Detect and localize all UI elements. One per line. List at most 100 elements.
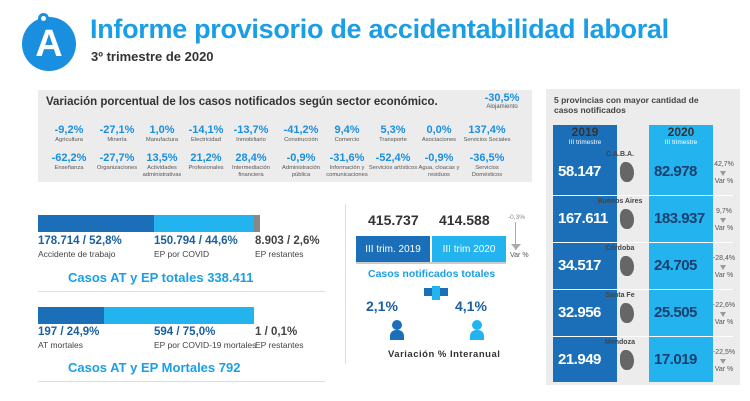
arrow-down-icon: [511, 244, 521, 250]
prov-name: Santa Fe: [605, 292, 635, 299]
sector-value: 28,4%: [235, 152, 267, 164]
total-mortales: Casos AT y EP Mortales 792: [68, 360, 241, 375]
prov-value-2019: 21.949: [558, 351, 601, 368]
arrow-down-icon: [720, 265, 726, 270]
notificados-title: Casos notificados totales: [368, 268, 496, 280]
prov-value-2019: 32.956: [558, 304, 601, 321]
covid-mortales-value: 594 / 75,0%: [154, 326, 216, 338]
sector-item: -0,9% Administración pública: [274, 152, 328, 178]
sector-value: -36,5%: [469, 152, 505, 164]
trim-underline: [356, 262, 506, 264]
col-2020-band: [649, 148, 713, 382]
page-subtitle: 3º trimestre de 2020: [91, 49, 214, 64]
sector-item: -41,2% Construcción: [274, 124, 328, 144]
sector-label: Asociaciones: [421, 137, 457, 143]
sector-value: -62,2%: [51, 152, 87, 164]
arrow-down-icon: [720, 218, 726, 223]
prov-name: Mendoza: [605, 339, 635, 346]
sector-value: -52,4%: [375, 152, 411, 164]
divider: [38, 291, 325, 292]
sector-item: -9,2% Agricultura: [42, 124, 96, 144]
sector-label: Agua, cloacas y residuos: [418, 165, 460, 178]
prov-var-label: Var %: [714, 366, 734, 373]
at-mortales-value: 197 / 24,9%: [38, 326, 100, 338]
value-2020: 414.588: [439, 212, 490, 228]
prov-var: 42,7%: [714, 161, 734, 168]
restantes-label: EP restantes: [255, 249, 304, 259]
prov-var: -22,5%: [712, 349, 736, 356]
prov-var-label: Var %: [714, 178, 734, 185]
sector-label: Transporte: [379, 137, 407, 143]
col-2019-year: 2019: [571, 125, 599, 139]
sector-value: 137,4%: [468, 124, 506, 136]
col-2019-band: [553, 148, 617, 382]
sector-item: 13,5% Actividades administrativas: [135, 152, 189, 178]
arrow-down-icon: [720, 171, 726, 176]
var-pct: -0,3%: [508, 214, 525, 221]
sector-value: -27,1%: [99, 124, 135, 136]
prov-value-2020: 17.019: [654, 351, 697, 368]
person-head-icon: [392, 320, 402, 330]
sector-value: 0,0%: [426, 124, 452, 136]
arrow-line-icon: [515, 222, 516, 250]
row-divider: [553, 289, 733, 290]
bar-covid-mortales: [104, 307, 254, 324]
bookmark-icon: [432, 286, 440, 300]
sector-label: Servicios artísticos: [368, 165, 418, 171]
sector-item: -0,9% Agua, cloacas y residuos: [412, 152, 466, 178]
page-title: Informe provisorio de accidentabilidad l…: [90, 14, 669, 44]
person-body-icon: [390, 330, 404, 340]
sector-item: -62,2% Enseñanza: [42, 152, 96, 172]
sector-value: -0,9%: [286, 152, 316, 164]
row-divider: [553, 336, 733, 337]
sector-label: Profesionales: [188, 165, 224, 171]
prov-value-2019: 167.611: [558, 210, 608, 227]
prov-name: C.A.B.A.: [606, 151, 634, 158]
sector-label: Organizaciones: [96, 165, 138, 171]
prov-var-label: Var %: [714, 272, 734, 279]
sector-value: -0,9%: [424, 152, 454, 164]
sector-value: 1,0%: [149, 124, 175, 136]
vertical-divider: [345, 204, 346, 364]
prov-name: Buenos Aires: [597, 198, 643, 205]
col-2019-sub: III trimestre: [568, 139, 602, 146]
arrow-down-icon: [720, 312, 726, 317]
prov-var: -22,6%: [712, 302, 736, 309]
label-2020: III trim 2020: [432, 236, 506, 262]
sector-label: Enseñanza: [54, 165, 84, 171]
person-head-icon: [472, 320, 482, 330]
sector-item: -31,6% Información y comunicaciones: [320, 152, 374, 178]
bar-accidente: [38, 215, 154, 232]
sector-label: Electricidad: [191, 137, 221, 143]
sector-value: -31,6%: [329, 152, 365, 164]
sector-value: -13,7%: [233, 124, 269, 136]
pct-left: 2,1%: [366, 298, 398, 314]
sector-item: 9,4% Comercio: [320, 124, 374, 144]
province-map-icon: [620, 303, 634, 323]
accidente-value: 178.714 / 52,8%: [38, 235, 122, 247]
sector-item: -27,1% Minería: [90, 124, 144, 144]
province-map-icon: [620, 350, 634, 370]
sector-value: -9,2%: [54, 124, 84, 136]
person-body-icon: [470, 330, 484, 340]
logo-badge: A: [22, 17, 76, 71]
sector-value: 13,5%: [146, 152, 178, 164]
col-2019-header: 2019 III trimestre: [553, 125, 617, 148]
sector-label: Manufactura: [145, 137, 179, 143]
logo-letter: A: [35, 22, 63, 65]
covid-mortales-label: EP por COVID-19 mortales: [154, 340, 257, 350]
sector-value: 21,2%: [190, 152, 222, 164]
prov-name: Córdoba: [605, 245, 635, 252]
covid-label: EP por COVID: [154, 249, 210, 259]
sector-label: Intermediación financiera: [231, 165, 271, 178]
prov-var-label: Var %: [714, 225, 734, 232]
bar-covid: [154, 215, 254, 232]
sector-label: Agricultura: [55, 137, 83, 143]
prov-var: -28,4%: [712, 255, 736, 262]
var-label: Var %: [510, 252, 529, 259]
col-2020-header: 2020 III trimestre: [649, 125, 713, 148]
arrow-down-icon: [720, 359, 726, 364]
sector-value: -27,7%: [99, 152, 135, 164]
sector-label: Comercio: [334, 137, 360, 143]
